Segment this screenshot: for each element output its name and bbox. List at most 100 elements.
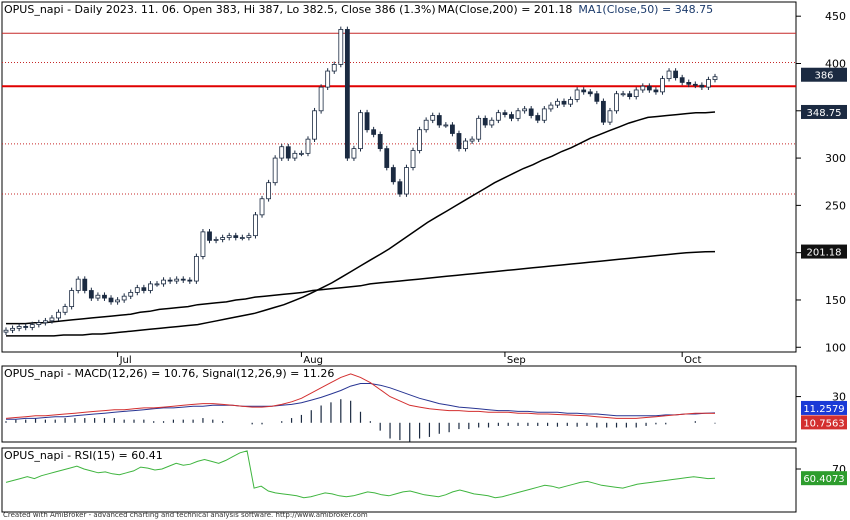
- candle-body: [82, 278, 88, 291]
- candle: [338, 26, 344, 68]
- candle: [410, 147, 416, 171]
- candle: [463, 138, 468, 152]
- candle: [390, 164, 396, 185]
- macd-panel[interactable]: 30 OPUS_napi - MACD(12,26) = 10.76, Signa…: [1, 365, 847, 443]
- candle-body: [699, 84, 705, 88]
- candle: [246, 232, 252, 241]
- candle-body: [10, 327, 15, 331]
- candle-body: [23, 326, 29, 328]
- candle-body: [423, 119, 429, 131]
- candle: [23, 323, 29, 331]
- candle-body: [712, 76, 718, 80]
- x-tick-label: Aug: [303, 355, 323, 366]
- candle-body: [272, 157, 278, 184]
- ma50-badge-bg: [801, 104, 847, 119]
- candle-body: [679, 77, 685, 83]
- candle-body: [522, 108, 528, 112]
- candle-body: [600, 100, 606, 123]
- candle-body: [509, 114, 514, 119]
- candle: [233, 232, 239, 241]
- candle-body: [358, 112, 363, 150]
- candle-body: [285, 146, 291, 159]
- candle: [535, 112, 541, 124]
- candle-body: [417, 129, 422, 151]
- candle-body: [489, 119, 495, 126]
- candle: [515, 107, 521, 122]
- rsi-title: OPUS_napi - RSI(15) = 60.41: [4, 449, 163, 462]
- candle-body: [266, 182, 271, 200]
- candle: [581, 87, 587, 95]
- candle: [36, 319, 42, 328]
- candle: [607, 107, 613, 125]
- candle-body: [108, 297, 114, 303]
- candle: [469, 136, 475, 144]
- candle-body: [692, 83, 698, 86]
- candle: [88, 287, 94, 301]
- candle: [115, 297, 121, 305]
- candle-body: [16, 326, 22, 329]
- candle-body: [299, 152, 304, 155]
- candle-body: [627, 93, 633, 97]
- candle-body: [640, 85, 646, 91]
- candle: [285, 143, 291, 161]
- candle: [423, 117, 429, 133]
- ma50-badge: 348.75: [807, 108, 842, 119]
- candle-body: [239, 237, 245, 239]
- candle-body: [233, 235, 239, 238]
- candle-body: [410, 150, 416, 168]
- ma200-legend: MA(Close,200) = 201.18: [438, 3, 573, 16]
- candle-body: [495, 112, 501, 121]
- candle-body: [49, 317, 55, 322]
- candle: [495, 109, 501, 124]
- candle-body: [581, 89, 587, 93]
- candle-body: [180, 278, 186, 281]
- price-title: OPUS_napi - Daily 2023. 11. 06. Open 383…: [4, 3, 436, 16]
- candle: [660, 75, 665, 95]
- candle-body: [673, 70, 679, 79]
- candle: [193, 253, 199, 284]
- candle: [377, 131, 383, 152]
- y-tick-label: 400: [825, 57, 846, 70]
- candle: [121, 293, 127, 303]
- y-tick-label: 30: [832, 391, 846, 404]
- candle: [174, 276, 180, 284]
- candle-body: [364, 112, 370, 131]
- candle-body: [482, 117, 488, 126]
- candle: [476, 115, 482, 142]
- candle-body: [620, 93, 626, 96]
- candle: [272, 155, 278, 186]
- candle-body: [29, 324, 35, 328]
- candle: [509, 111, 514, 122]
- candle-body: [384, 148, 390, 168]
- candle: [239, 234, 245, 241]
- candle: [266, 179, 271, 202]
- candle-body: [587, 91, 593, 95]
- candle-body: [450, 124, 455, 134]
- candle-body: [325, 70, 331, 88]
- ma200-badge-bg: [801, 244, 847, 259]
- candle: [450, 122, 455, 137]
- candle: [16, 323, 22, 332]
- candle-body: [102, 294, 107, 299]
- candle-body: [56, 311, 61, 319]
- candle-body: [646, 85, 652, 91]
- candle-body: [141, 287, 147, 291]
- candle-body: [279, 146, 285, 159]
- candle-body: [436, 115, 442, 126]
- candle: [69, 287, 75, 310]
- candle: [75, 276, 81, 294]
- candle-body: [220, 237, 226, 240]
- candle-body: [246, 235, 252, 238]
- candle: [200, 229, 206, 260]
- panel-frame: [1, 447, 797, 513]
- candle-body: [167, 279, 173, 282]
- x-tick-label: Sep: [507, 355, 526, 366]
- candle: [312, 107, 317, 142]
- candle-body: [259, 198, 265, 216]
- candle: [62, 303, 68, 316]
- candle: [318, 84, 324, 114]
- candle-body: [115, 299, 121, 303]
- price-panel[interactable]: 100150200250300350400450JulAugSepOctNovO…: [1, 1, 850, 366]
